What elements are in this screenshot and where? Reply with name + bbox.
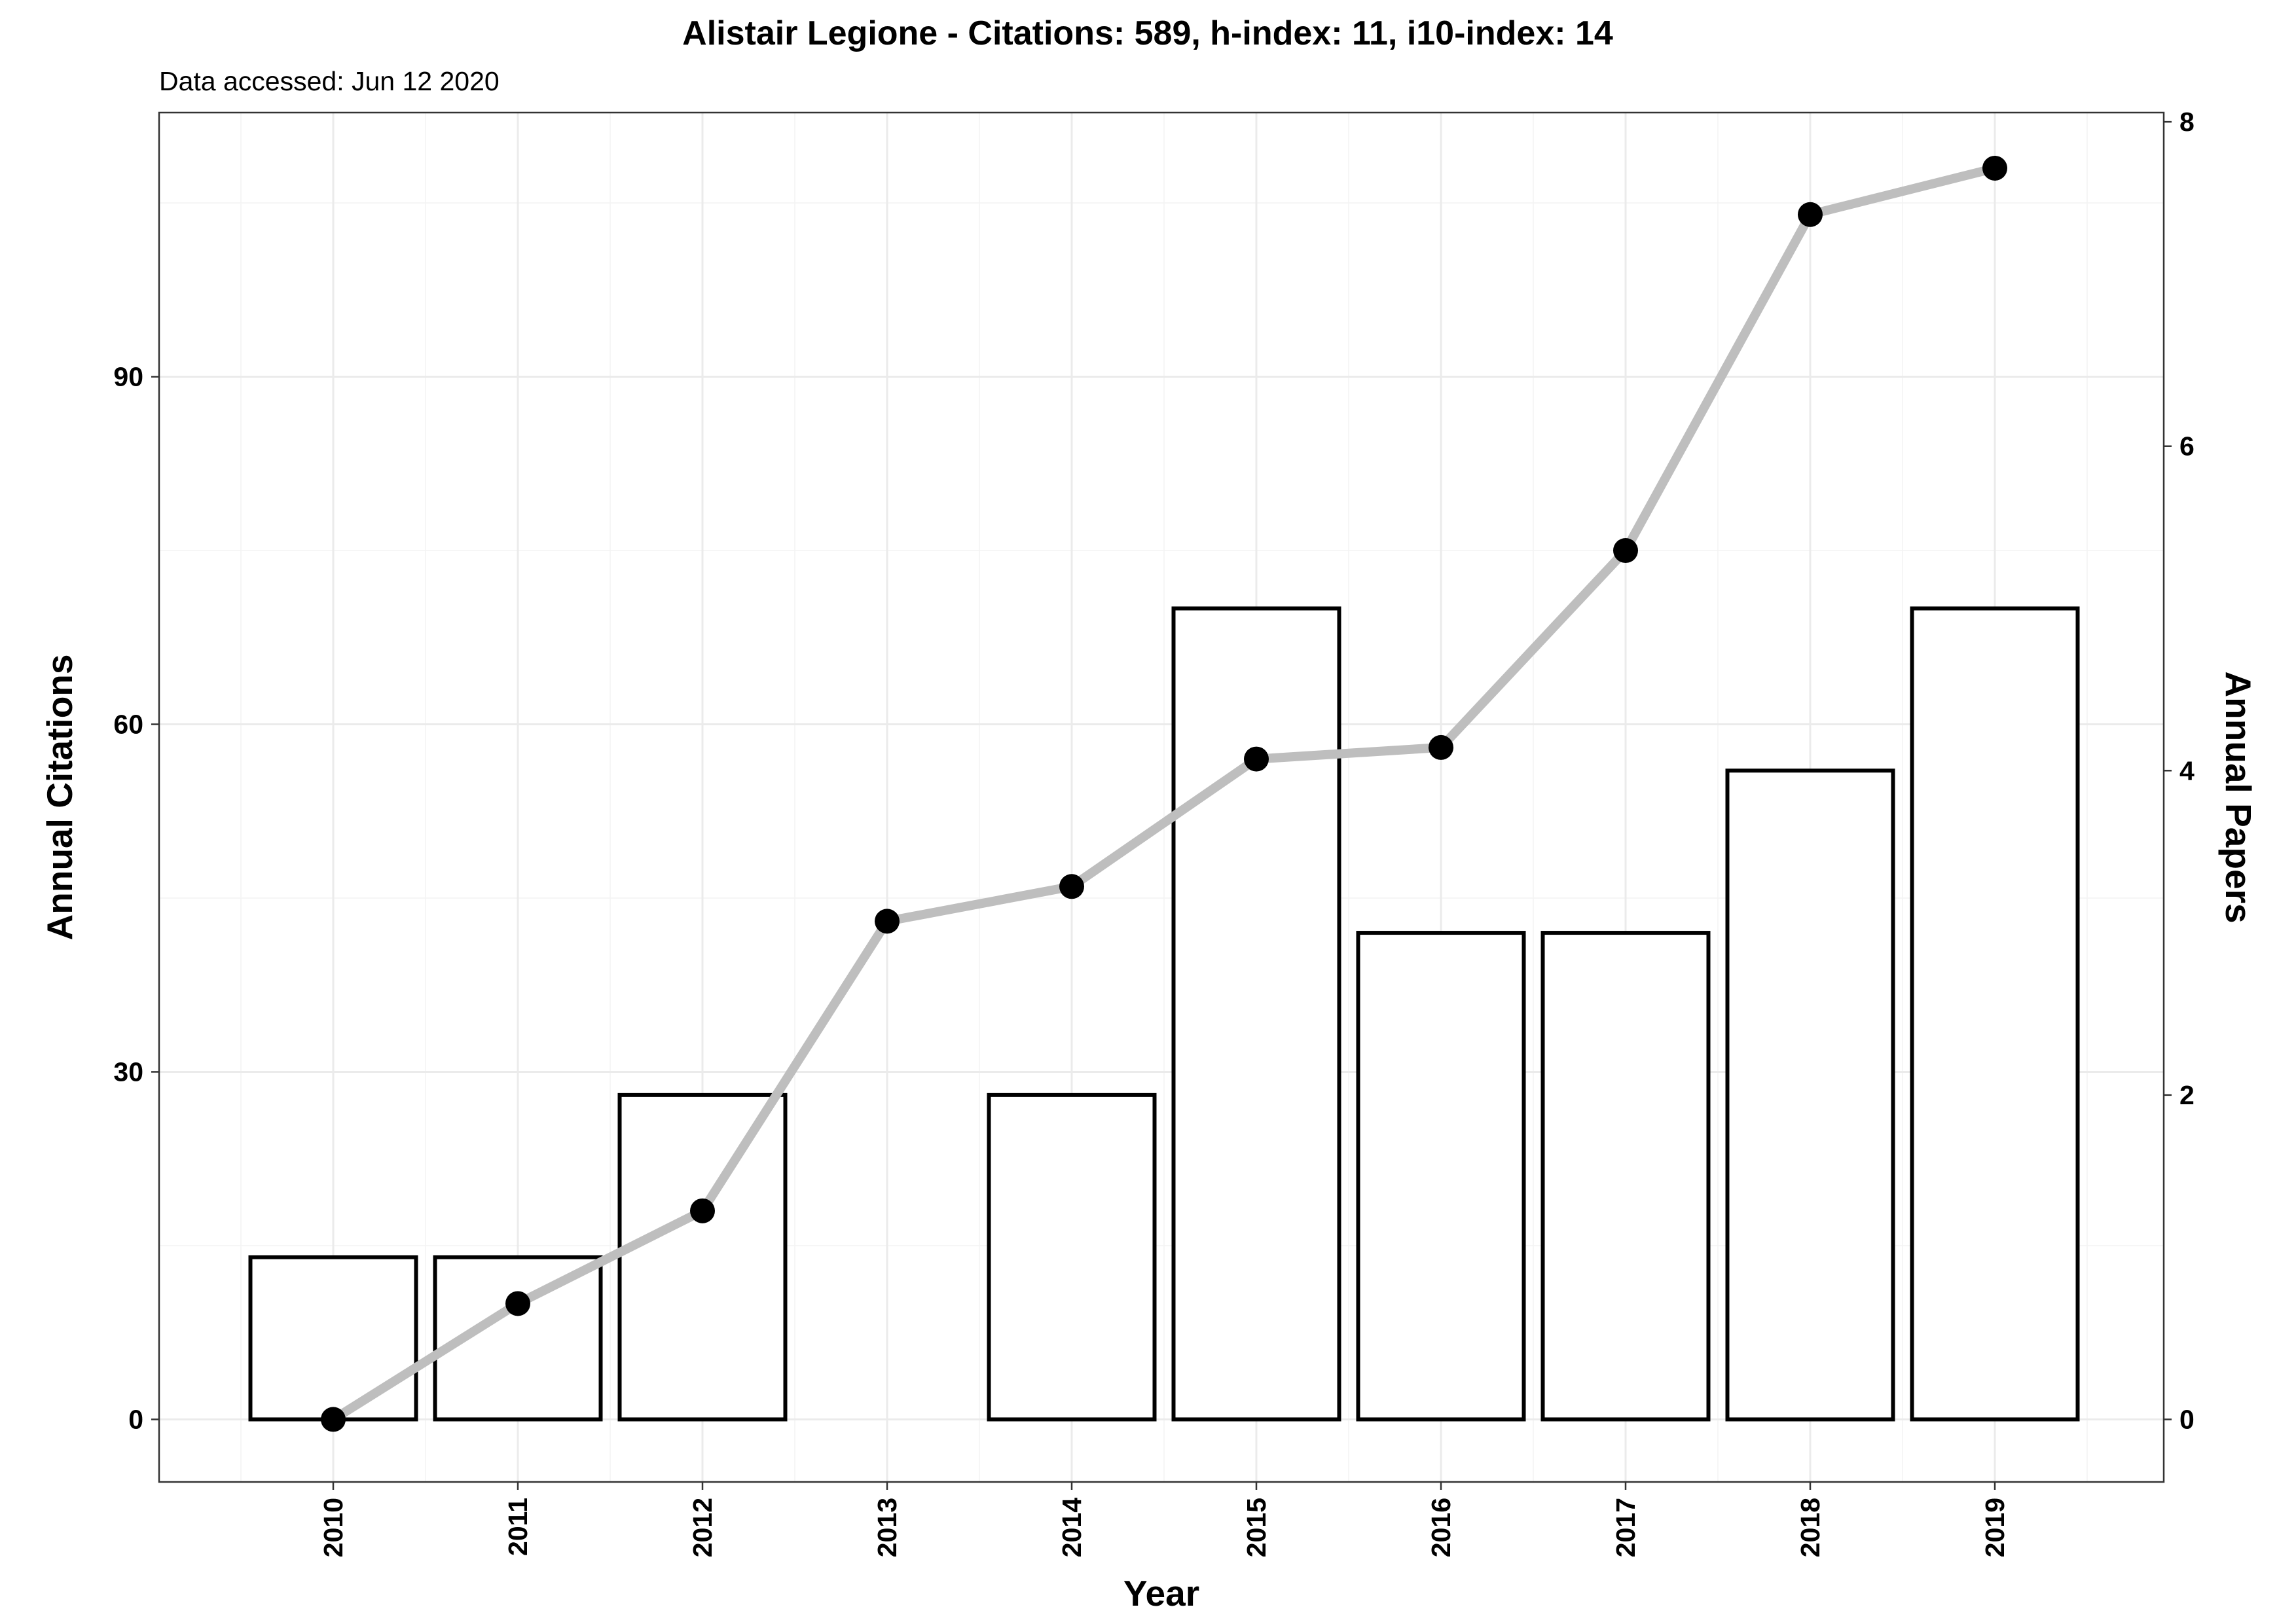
x-axis-title: Year	[1123, 1573, 1199, 1614]
x-tick-label: 2011	[503, 1498, 533, 1556]
point-2014	[1059, 874, 1084, 899]
x-tick-label: 2014	[1057, 1498, 1087, 1557]
bar-2016	[1356, 931, 1526, 1422]
point-2016	[1429, 734, 1453, 760]
y-tick-label-right: 2	[2179, 1080, 2195, 1110]
chart-title: Alistair Legione - Citations: 589, h-ind…	[682, 14, 1613, 52]
point-2017	[1613, 538, 1638, 564]
y-axis-right-title: Annual Papers	[2218, 671, 2259, 923]
citation-points	[321, 155, 2007, 1432]
bar-2010	[248, 1255, 418, 1422]
x-tick-label: 2013	[872, 1498, 902, 1557]
y-tick-label-right: 4	[2179, 755, 2195, 785]
x-tick-label: 2016	[1426, 1498, 1456, 1557]
point-2012	[690, 1198, 715, 1223]
y-tick-label-right: 0	[2179, 1404, 2195, 1434]
point-2010	[321, 1407, 346, 1432]
bar-2012	[617, 1092, 788, 1422]
y-axis-left: 0 30 60 90	[113, 362, 159, 1434]
bar-2015	[1171, 606, 1341, 1422]
x-tick-label: 2012	[687, 1498, 718, 1557]
y-tick-label-right: 6	[2179, 431, 2195, 461]
point-2018	[1798, 202, 1823, 227]
x-axis: 2010 2011 2012 2013 2014 2015 2016 2017 2018 2019	[318, 1482, 2010, 1557]
y-tick-label-right: 8	[2179, 107, 2195, 137]
y-tick-label-left: 30	[113, 1056, 143, 1087]
citation-series-line	[329, 163, 1999, 1424]
y-axis-right: 0 2 4 6 8	[2164, 107, 2195, 1434]
point-2019	[1982, 155, 2007, 181]
paper-bars	[248, 606, 2080, 1422]
point-2013	[875, 909, 900, 934]
y-axis-left-title: Annual Citations	[39, 655, 80, 941]
x-tick-label: 2010	[318, 1498, 348, 1557]
y-tick-label-left: 60	[113, 709, 143, 739]
point-2015	[1244, 746, 1269, 772]
y-tick-label-left: 90	[113, 362, 143, 392]
x-tick-label: 2015	[1241, 1498, 1271, 1557]
bar-2017	[1540, 931, 1711, 1422]
x-tick-label: 2019	[1980, 1498, 2010, 1557]
panel-border	[158, 111, 2165, 1483]
citation-line	[329, 163, 1999, 1424]
x-tick-label: 2018	[1795, 1498, 1825, 1557]
chart-subtitle: Data accessed: Jun 12 2020	[159, 66, 500, 96]
bar-2019	[1910, 606, 2080, 1422]
y-tick-label-left: 0	[128, 1404, 143, 1434]
bar-2014	[987, 1092, 1157, 1422]
point-2011	[505, 1291, 530, 1316]
x-tick-label: 2017	[1611, 1498, 1641, 1557]
bar-2018	[1725, 768, 1895, 1422]
